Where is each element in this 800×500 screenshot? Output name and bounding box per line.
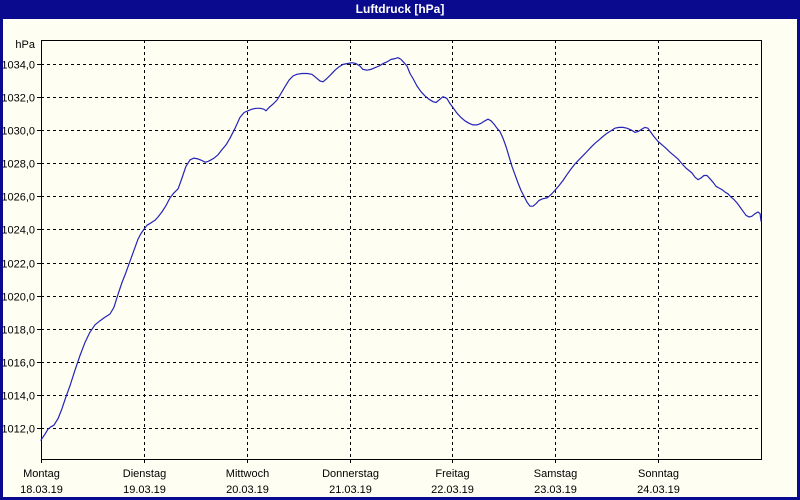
x-tick-date-label: 19.03.19 bbox=[123, 484, 166, 496]
x-tick-day-label: Freitag bbox=[435, 468, 469, 480]
pressure-line-chart: 1034,0 1032,0 1030,0 1028,0 1026,0 1024,0 1022… bbox=[3, 39, 762, 496]
plot-frame bbox=[41, 40, 762, 460]
x-tick-day-label: Donnerstag bbox=[322, 468, 379, 480]
chart-area: 1034,0 1032,0 1030,0 1028,0 1026,0 1024,0 1022… bbox=[3, 19, 797, 497]
x-tick-day-label: Sonntag bbox=[638, 468, 679, 480]
window-title: Luftdruck [hPa] bbox=[355, 2, 445, 16]
y-tick-label: 1028,0 bbox=[3, 159, 35, 171]
x-tick-date-label: 23.03.19 bbox=[534, 484, 577, 496]
y-tick-label: 1034,0 bbox=[3, 60, 35, 72]
y-tick-label: 1030,0 bbox=[3, 126, 35, 138]
x-tick-date-label: 21.03.19 bbox=[329, 484, 372, 496]
y-axis-unit-label: hPa bbox=[15, 39, 35, 51]
x-tick-date-label: 22.03.19 bbox=[431, 484, 474, 496]
pressure-series-line bbox=[40, 57, 762, 441]
y-tick-label: 1020,0 bbox=[3, 292, 35, 304]
y-tick-label: 1022,0 bbox=[3, 259, 35, 271]
y-tick-label: 1014,0 bbox=[3, 391, 35, 403]
title-bar: Luftdruck [hPa] bbox=[0, 0, 800, 19]
x-tick-day-label: Montag bbox=[23, 468, 60, 480]
x-tick-day-label: Samstag bbox=[534, 468, 577, 480]
x-tick-date-label: 20.03.19 bbox=[226, 484, 269, 496]
y-tick-label: 1026,0 bbox=[3, 192, 35, 204]
y-tick-label: 1018,0 bbox=[3, 325, 35, 337]
y-tick-label: 1024,0 bbox=[3, 225, 35, 237]
x-tick-day-label: Dienstag bbox=[123, 468, 166, 480]
y-tick-label: 1012,0 bbox=[3, 424, 35, 436]
y-tick-label: 1016,0 bbox=[3, 358, 35, 370]
y-tick-label: 1032,0 bbox=[3, 93, 35, 105]
x-tick-date-label: 18.03.19 bbox=[20, 484, 63, 496]
x-tick-day-label: Mittwoch bbox=[226, 468, 269, 480]
x-tick-date-label: 24.03.19 bbox=[637, 484, 680, 496]
